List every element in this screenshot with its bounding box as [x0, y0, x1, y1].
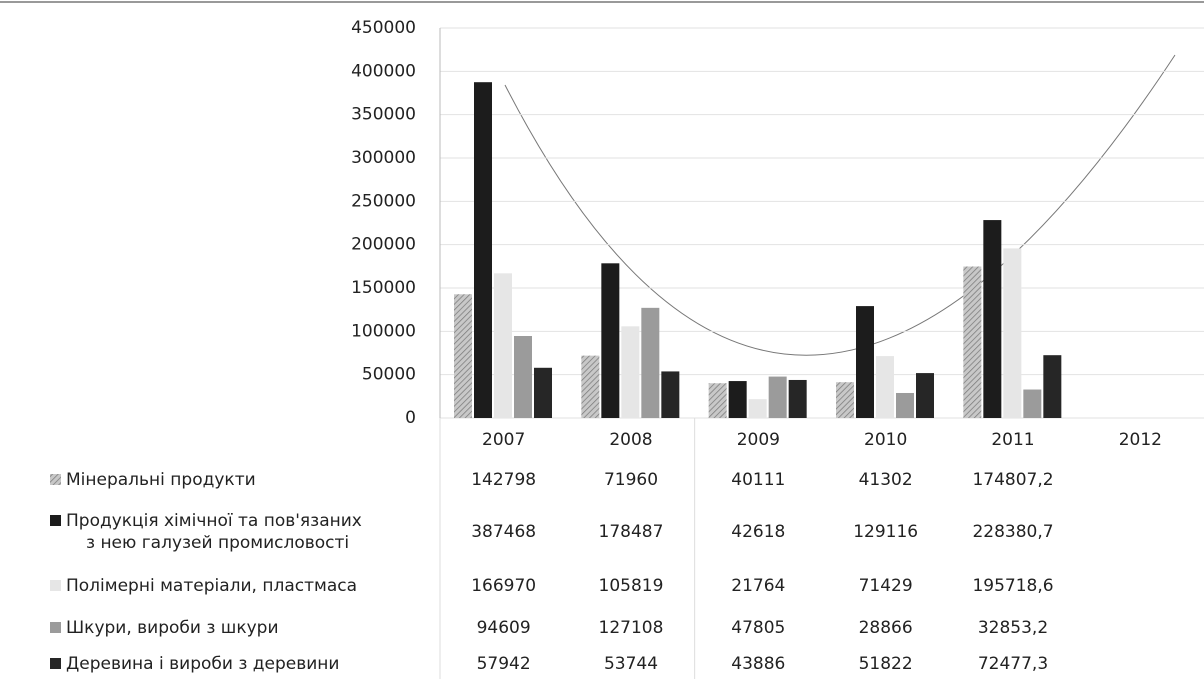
bar: [728, 381, 747, 418]
table-cell: 129116: [853, 522, 918, 542]
table-cell: 47805: [731, 618, 785, 638]
legend-label: Продукція хімічної та пов'язаних з нею га…: [66, 511, 362, 553]
legend-swatch: [50, 658, 61, 669]
y-tick-label: 250000: [351, 191, 416, 211]
y-tick-label: 450000: [351, 18, 416, 38]
bar: [1023, 389, 1042, 418]
table-cell: 174807,2: [972, 470, 1053, 490]
table-cell: 142798: [471, 470, 536, 490]
table-cell: 21764: [731, 576, 785, 596]
table-cell: 178487: [599, 522, 664, 542]
legend-swatch: [50, 474, 61, 485]
table-cell: 40111: [731, 470, 785, 490]
bar: [983, 220, 1002, 418]
bar: [514, 336, 532, 418]
legend-swatch: [50, 622, 61, 633]
y-tick-label: 350000: [351, 105, 416, 125]
bar: [788, 379, 807, 418]
table-cell: 51822: [859, 654, 913, 674]
x-tick-label: 2009: [737, 430, 780, 450]
bar: [454, 294, 472, 418]
bar: [1043, 355, 1062, 418]
table-cell: 32853,2: [978, 618, 1048, 638]
x-tick-label: 2012: [1119, 430, 1162, 450]
table-cell: 71960: [604, 470, 658, 490]
x-tick-label: 2011: [991, 430, 1034, 450]
table-cell: 42618: [731, 522, 785, 542]
table-cell: 166970: [471, 576, 536, 596]
bar: [836, 382, 854, 418]
bar: [708, 383, 727, 418]
trend-line: [504, 54, 1176, 356]
bar: [534, 367, 552, 418]
table-cell: 228380,7: [972, 522, 1053, 542]
legend-label: Мінеральні продукти: [66, 470, 256, 490]
bar: [856, 306, 874, 418]
table-cell: 94609: [477, 618, 531, 638]
x-tick-label: 2008: [609, 430, 652, 450]
bar: [748, 399, 767, 418]
bar: [963, 266, 982, 418]
table-cell: 127108: [599, 618, 664, 638]
bar: [916, 373, 934, 418]
table-cell: 57942: [477, 654, 531, 674]
y-tick-label: 100000: [351, 321, 416, 341]
bar: [621, 326, 640, 418]
bar: [474, 82, 492, 418]
x-tick-label: 2010: [864, 430, 907, 450]
legend-label: Шкури, вироби з шкури: [66, 618, 279, 638]
y-tick-label: 50000: [362, 365, 416, 385]
table-cell: 71429: [859, 576, 913, 596]
table-cell: 105819: [599, 576, 664, 596]
bar: [896, 392, 914, 418]
legend-label: Полімерні матеріали, пластмаса: [66, 576, 357, 596]
y-tick-label: 400000: [351, 61, 416, 81]
bar: [661, 371, 680, 418]
bar: [601, 263, 620, 418]
y-tick-label: 300000: [351, 148, 416, 168]
table-cell: 72477,3: [978, 654, 1048, 674]
legend-label: Деревина і вироби з деревини: [66, 654, 339, 674]
y-tick-label: 0: [405, 408, 416, 428]
table-cell: 53744: [604, 654, 658, 674]
bar: [641, 307, 660, 418]
x-tick-label: 2007: [482, 430, 525, 450]
bar: [1003, 248, 1022, 418]
table-cell: 195718,6: [972, 576, 1053, 596]
table-cell: 28866: [859, 618, 913, 638]
legend-swatch: [50, 580, 61, 591]
bar: [494, 273, 512, 418]
bar: [768, 376, 787, 418]
legend-swatch: [50, 515, 61, 526]
bar: [876, 356, 894, 418]
table-cell: 41302: [859, 470, 913, 490]
y-tick-label: 200000: [351, 235, 416, 255]
table-cell: 387468: [471, 522, 536, 542]
y-tick-label: 150000: [351, 278, 416, 298]
bar: [581, 355, 600, 418]
table-cell: 43886: [731, 654, 785, 674]
